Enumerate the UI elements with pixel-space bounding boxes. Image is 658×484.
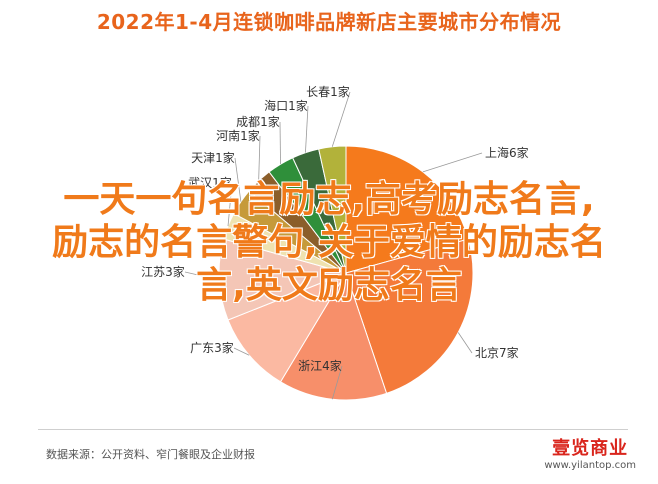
slice-label-4: 江苏3家 [141, 264, 185, 279]
title-band: 2022年1-4月连锁咖啡品牌新店主要城市分布情况 [0, 0, 658, 40]
pie-slice-3 [227, 271, 348, 383]
slice-label-2: 浙江4家 [298, 358, 342, 373]
leader-line-3 [233, 347, 250, 356]
data-source-note: 数据来源：公开资料、窄门餐眼及企业财报 [46, 448, 255, 461]
leader-line-10 [331, 91, 351, 147]
slice-label-5: 武汉1家 [188, 175, 232, 190]
leader-line-5 [227, 182, 233, 227]
leader-line-4 [184, 271, 220, 281]
leader-lines [184, 91, 483, 400]
chart-title: 2022年1-4月连锁咖啡品牌新店主要城市分布情况 [96, 9, 562, 34]
slice-label-1: 北京7家 [475, 345, 519, 360]
slice-label-10: 长春1家 [306, 84, 350, 99]
brand-url: www.yilantop.com [544, 460, 636, 471]
leader-line-0 [422, 152, 483, 173]
leader-line-1 [457, 332, 473, 354]
leader-line-7 [258, 135, 261, 181]
slice-label-6: 天津1家 [191, 150, 235, 165]
leader-line-8 [279, 121, 281, 165]
leader-line-2 [331, 365, 343, 400]
brand-logo-block: 壹览商业 www.yilantop.com [544, 438, 636, 472]
pie-slice-4 [218, 238, 348, 321]
slice-label-0: 上海6家 [485, 145, 529, 160]
pie-slices [218, 145, 474, 401]
slice-label-8: 成都1家 [236, 114, 280, 129]
leader-line-6 [234, 157, 242, 202]
brand-logo: 壹览商业 [552, 438, 629, 459]
slice-label-9: 海口1家 [264, 98, 308, 113]
slice-label-3: 广东3家 [190, 340, 234, 355]
leader-line-9 [305, 105, 309, 153]
slice-label-7: 河南1家 [216, 128, 260, 143]
pie-slice-1 [345, 238, 474, 394]
footer-divider [38, 429, 628, 430]
